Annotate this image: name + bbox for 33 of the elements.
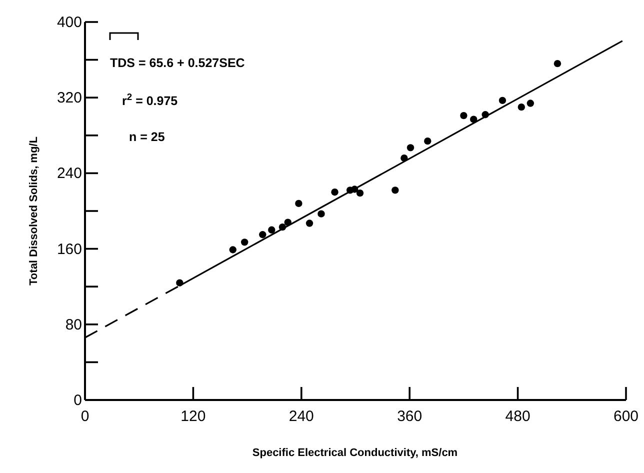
point <box>460 112 468 120</box>
point <box>240 238 248 246</box>
x-tick-label: 360 <box>397 408 422 425</box>
point <box>295 200 302 208</box>
x-tick-label: 240 <box>288 408 314 425</box>
y-tick-label: 80 <box>65 316 82 334</box>
y-tick-label: 240 <box>56 165 82 182</box>
x-axis-title: Specific Electrical Conductivity, mS/cm <box>252 447 458 459</box>
point <box>392 186 399 194</box>
y-tick-label: 0 <box>74 392 82 409</box>
point <box>331 188 338 196</box>
point <box>306 220 314 227</box>
point <box>518 103 526 111</box>
annotation: TDS = 65.6 + 0.527SEC <box>110 56 245 70</box>
y-tick-label: 400 <box>56 14 82 31</box>
point <box>268 226 276 234</box>
point <box>526 100 534 107</box>
x-tick-label: 600 <box>613 408 639 425</box>
point <box>318 210 325 218</box>
x-tick-label: 480 <box>505 408 530 425</box>
y-axis-title: Total Dissolved Solids, mg/L <box>28 136 40 286</box>
point <box>406 144 414 152</box>
annotation: r$^{2}$ = 0.975 <box>122 92 178 108</box>
point <box>424 137 432 145</box>
point <box>229 246 236 254</box>
annotation: n = 25 <box>129 130 165 144</box>
y-tick-label: 160 <box>56 240 82 258</box>
point <box>554 60 562 68</box>
point <box>498 96 506 104</box>
point <box>356 189 364 197</box>
x-tick-label: 120 <box>180 408 206 425</box>
point <box>259 231 266 238</box>
y-tick-label: 320 <box>56 90 82 107</box>
